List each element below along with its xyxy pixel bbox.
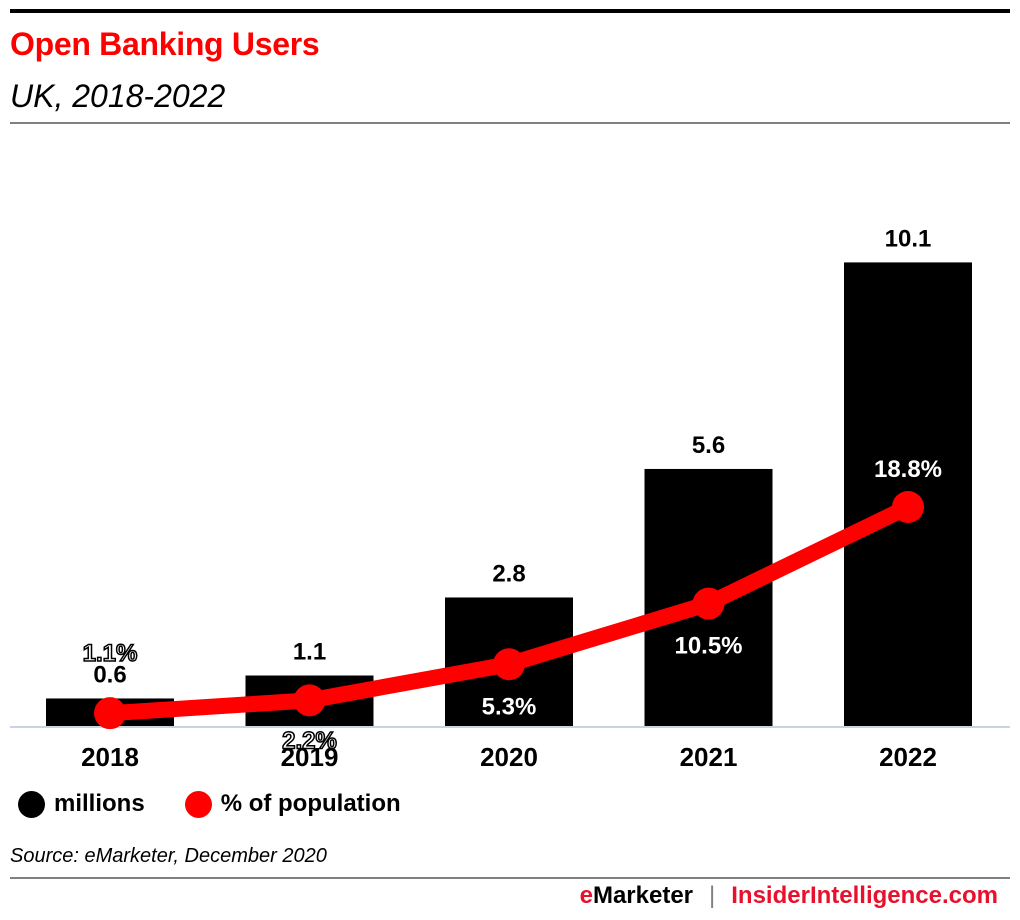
x-tick-label-2021: 2021: [680, 742, 738, 772]
x-tick-label-2022: 2022: [879, 742, 937, 772]
legend-item-population: % of population: [184, 790, 401, 818]
x-tick-label-2019: 2019: [281, 742, 339, 772]
brand-e: e: [579, 882, 593, 909]
bar-value-label-2018: 0.6: [93, 661, 126, 688]
footer-rule: [10, 877, 1010, 879]
legend-marker-red-circle-icon: [184, 790, 212, 818]
site-link[interactable]: InsiderIntelligence.com: [731, 882, 998, 909]
percent-label-2022: 18.8%: [874, 456, 942, 483]
chart-subtitle: UK, 2018-2022: [10, 78, 226, 114]
x-tick-label-2020: 2020: [480, 742, 538, 772]
brand-name: Marketer: [592, 882, 694, 909]
legend-marker-black-circle-icon: [18, 790, 45, 818]
source-note: Source: eMarketer, December 2020: [10, 845, 327, 867]
legend-label: millions: [54, 790, 145, 817]
bar-value-label-2021: 5.6: [692, 432, 725, 459]
percent-label-2021: 10.5%: [674, 633, 742, 660]
percent-label-2018: 1.1%: [83, 640, 138, 667]
top-rule: [10, 9, 1010, 13]
subtitle-rule: [10, 122, 1010, 124]
line-point-2021: [692, 587, 725, 620]
bar-value-label-2020: 2.8: [492, 560, 525, 587]
legend: millions % of population: [18, 790, 441, 818]
percent-label-2020: 5.3%: [482, 693, 537, 720]
bar-value-label-2022: 10.1: [885, 225, 932, 252]
chart-title: Open Banking Users: [10, 26, 320, 62]
line-point-2022: [892, 490, 924, 523]
bar-value-labels: 0.6 1.1 2.8 5.6 10.1: [93, 225, 931, 688]
footer-branding: e Marketer | InsiderIntelligence.com: [580, 882, 998, 910]
percent-labels: 1.1% 2.2% 5.3% 10.5% 18.8%: [82, 456, 942, 755]
bar-value-label-2019: 1.1: [293, 639, 326, 666]
line-point-2020: [493, 648, 525, 681]
legend-label: % of population: [220, 790, 401, 817]
legend-item-millions: millions: [18, 790, 145, 818]
line-point-2019: [293, 684, 326, 717]
x-tick-label-2018: 2018: [81, 742, 139, 772]
x-tick-labels: 2018 2019 2020 2021 2022: [81, 742, 937, 772]
line-point-2018: [94, 697, 126, 730]
percent-label-2019: 2.2%: [282, 727, 337, 754]
line-series: [94, 490, 924, 730]
footer-separator: |: [709, 882, 716, 909]
